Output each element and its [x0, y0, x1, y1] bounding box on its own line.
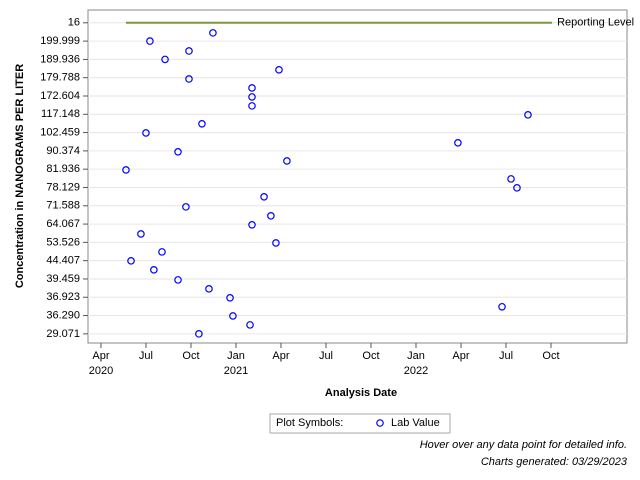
- x-year-label: 2020: [89, 365, 113, 377]
- data-point: [122, 166, 130, 174]
- y-tick-label: 189.936: [40, 53, 80, 65]
- legend-box: [269, 413, 451, 434]
- data-point: [161, 55, 169, 64]
- data-point: [260, 193, 268, 201]
- data-point: [507, 175, 515, 183]
- x-tick-label: Oct: [362, 350, 379, 362]
- data-point: [158, 248, 166, 256]
- y-tick-label: 172.604: [40, 90, 80, 102]
- data-point: [229, 312, 237, 320]
- x-tick-label: Oct: [542, 350, 559, 362]
- y-tick-label: 39.459: [46, 273, 80, 285]
- data-point: [150, 266, 158, 274]
- y-tick-label: 16: [68, 17, 80, 29]
- x-tick-label: Jul: [499, 350, 513, 362]
- y-tick-label: 36.923: [46, 291, 80, 303]
- y-tick-label: 81.936: [46, 163, 80, 175]
- y-tick-label: 71.588: [46, 200, 80, 212]
- data-point: [195, 330, 203, 338]
- data-point: [454, 139, 462, 147]
- data-point: [205, 285, 213, 293]
- x-tick-label: Jan: [227, 350, 245, 362]
- y-tick-label: 199.999: [40, 35, 80, 47]
- plot-frame: [87, 9, 628, 344]
- y-tick-label: 64.067: [46, 218, 80, 230]
- y-tick-label: 117.148: [41, 108, 80, 120]
- data-point: [248, 84, 256, 92]
- x-tick-label: Jan: [407, 350, 425, 362]
- legend-symbol: [376, 419, 384, 427]
- data-point: [246, 321, 254, 329]
- y-axis-title: Concentration in NANOGRAMS PER LITER: [14, 64, 26, 288]
- y-tick-label: 29.071: [46, 328, 80, 340]
- data-point: [174, 147, 182, 156]
- y-tick-label: 179.788: [40, 72, 80, 84]
- data-point: [226, 294, 234, 302]
- data-point: [524, 111, 532, 119]
- data-point: [127, 257, 135, 265]
- data-point: [182, 203, 190, 211]
- x-tick-label: Apr: [272, 350, 289, 362]
- x-tick-label: Jul: [319, 350, 333, 362]
- data-point: [209, 29, 217, 37]
- data-point: [275, 66, 283, 74]
- data-point: [198, 120, 206, 128]
- data-point: [185, 47, 193, 55]
- data-point: [267, 212, 275, 220]
- note: Hover over any data point for detailed i…: [420, 439, 627, 451]
- legend-title: Plot Symbols:: [276, 417, 343, 429]
- legend-label: Lab Value: [391, 417, 440, 429]
- data-point: [248, 93, 256, 101]
- x-year-label: 2022: [404, 365, 428, 377]
- y-tick-label: 78.129: [46, 181, 80, 193]
- data-point: [498, 302, 506, 311]
- x-year-label: 2021: [224, 365, 248, 377]
- y-tick-label: 102.459: [40, 126, 80, 138]
- x-tick-label: Apr: [92, 350, 109, 362]
- data-point: [283, 157, 291, 165]
- y-tick-label: 53.526: [46, 236, 80, 248]
- data-point: [174, 276, 182, 284]
- x-axis-title: Analysis Date: [325, 387, 397, 399]
- data-point: [513, 184, 521, 192]
- data-point: [137, 230, 145, 238]
- note: Charts generated: 03/29/2023: [481, 456, 628, 468]
- data-point: [248, 221, 256, 229]
- y-tick-label: 44.407: [46, 255, 80, 267]
- data-point: [272, 239, 280, 247]
- data-point: [146, 37, 154, 45]
- x-tick-label: Oct: [182, 350, 199, 362]
- reference-label: Reporting Level: [557, 17, 634, 29]
- data-point: [142, 129, 150, 137]
- data-point: [185, 75, 193, 83]
- y-tick-label: 36.290: [46, 309, 80, 321]
- x-tick-label: Apr: [452, 350, 469, 362]
- x-tick-label: Jul: [139, 350, 153, 362]
- y-tick-label: 90.374: [46, 145, 80, 157]
- data-point: [248, 102, 256, 110]
